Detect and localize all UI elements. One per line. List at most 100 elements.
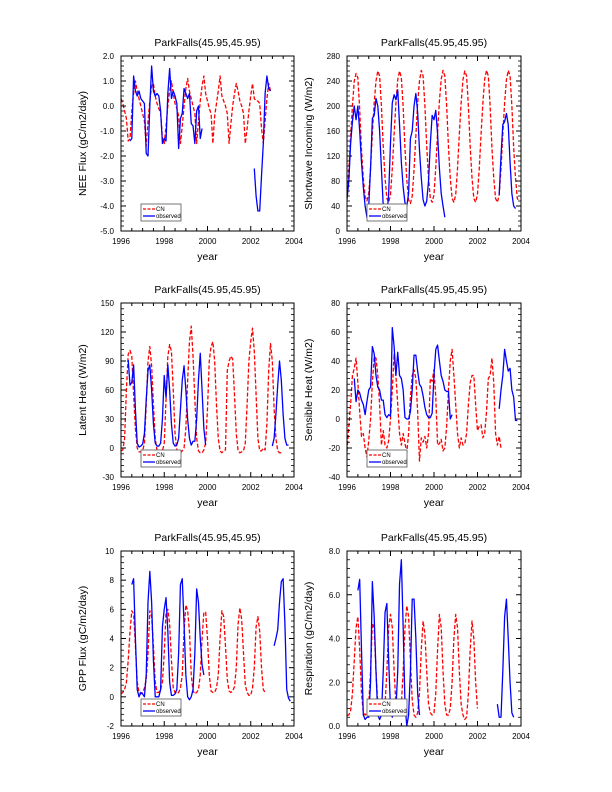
y-tick-label: 120: [327, 152, 341, 161]
y-axis-label: Respiration (gC/m2/day): [303, 582, 315, 696]
x-axis-label: year: [197, 746, 218, 758]
y-tick-label: 60: [331, 328, 340, 337]
y-axis-label: Latent Heat (W/m2): [77, 344, 89, 436]
x-axis-label: year: [424, 497, 445, 509]
legend-label: CN: [156, 453, 165, 459]
y-tick-label: 40: [331, 202, 340, 211]
x-tick-label: 1996: [112, 732, 130, 741]
x-tick-label: 2002: [242, 483, 260, 492]
chart-title: ParkFalls(45.95,45.95): [154, 284, 260, 296]
x-tick-label: 2000: [199, 237, 217, 246]
x-tick-label: 1998: [382, 483, 400, 492]
legend-label: observed: [382, 460, 407, 466]
y-tick-label: 80: [331, 177, 340, 186]
y-tick-label: 200: [327, 102, 341, 111]
legend-label: observed: [156, 709, 181, 715]
legend-box: [140, 203, 182, 222]
y-tick-label: 30: [105, 415, 114, 424]
y-tick-label: 0: [336, 415, 341, 424]
chart-panel-3: ParkFalls(45.95,45.95) year Latent Heat (W…: [77, 284, 303, 509]
y-axis-label: NEE Flux (gC/m2/day): [77, 91, 89, 196]
x-tick-label: 2004: [512, 237, 530, 246]
y-tick-label: 160: [327, 127, 341, 136]
x-axis-label: year: [197, 251, 218, 263]
legend-label: CN: [382, 207, 391, 213]
x-tick-label: 1998: [155, 237, 173, 246]
y-tick-label: 40: [331, 357, 340, 366]
legend-label: observed: [156, 460, 181, 466]
y-tick-label: -4.0: [100, 202, 114, 211]
legend-label: CN: [156, 702, 165, 708]
legend-label: observed: [382, 214, 407, 220]
series-line-observed: [357, 559, 515, 726]
chart-title: ParkFalls(45.95,45.95): [154, 532, 260, 544]
legend-box: [140, 698, 182, 717]
x-tick-label: 2004: [285, 732, 303, 741]
y-tick-label: 1.0: [103, 77, 115, 86]
legend-label: observed: [156, 214, 181, 220]
chart-panel-6: ParkFalls(45.95,45.95) year Respiration (g…: [303, 532, 530, 758]
series-line-observed: [131, 570, 291, 702]
y-tick-label: 6.0: [329, 591, 341, 600]
y-tick-label: 8.0: [329, 547, 341, 556]
x-tick-label: 1998: [382, 732, 400, 741]
y-tick-label: 90: [105, 357, 114, 366]
y-tick-label: 8: [110, 576, 115, 585]
chart-panel-4: ParkFalls(45.95,45.95) year Sensible Heat …: [303, 284, 530, 509]
y-tick-label: -1.0: [100, 127, 114, 136]
x-tick-label: 2000: [199, 732, 217, 741]
x-tick-label: 1996: [112, 237, 130, 246]
x-tick-label: 1998: [382, 237, 400, 246]
x-axis-label: year: [424, 746, 445, 758]
x-tick-label: 1998: [155, 483, 173, 492]
y-tick-label: -20: [328, 444, 340, 453]
y-tick-label: 280: [327, 52, 341, 61]
x-tick-label: 2004: [512, 732, 530, 741]
x-tick-label: 2002: [469, 732, 487, 741]
y-tick-label: 20: [331, 386, 340, 395]
y-tick-label: 60: [105, 386, 114, 395]
y-tick-label: 2.0: [103, 52, 115, 61]
x-tick-label: 1996: [112, 483, 130, 492]
chart-title: ParkFalls(45.95,45.95): [154, 37, 260, 49]
y-tick-label: 0.0: [103, 102, 115, 111]
x-tick-label: 1996: [338, 732, 356, 741]
x-tick-label: 2004: [285, 483, 303, 492]
y-tick-label: 0: [110, 693, 115, 702]
x-axis-label: year: [197, 497, 218, 509]
legend-box: [366, 698, 408, 717]
y-tick-label: 4: [110, 635, 115, 644]
x-tick-label: 1996: [338, 483, 356, 492]
chart-panel-5: ParkFalls(45.95,45.95) year GPP Flux (gC/m…: [77, 532, 303, 758]
y-tick-label: 4.0: [329, 635, 341, 644]
chart-title: ParkFalls(45.95,45.95): [381, 37, 487, 49]
y-tick-label: -2: [107, 722, 115, 731]
y-tick-label: 120: [101, 328, 115, 337]
x-tick-label: 2002: [469, 237, 487, 246]
legend-box: [366, 449, 408, 468]
chart-title: ParkFalls(45.95,45.95): [381, 284, 487, 296]
y-tick-label: -30: [102, 473, 114, 482]
legend-label: CN: [382, 702, 391, 708]
x-tick-label: 2004: [285, 237, 303, 246]
y-tick-label: 6: [110, 605, 115, 614]
series-line-cn: [121, 325, 282, 454]
y-tick-label: -3.0: [100, 177, 114, 186]
y-tick-label: 0: [110, 444, 115, 453]
legend-box: [140, 449, 182, 468]
y-tick-label: 150: [101, 299, 115, 308]
series-line-observed: [127, 352, 289, 448]
y-tick-label: 10: [105, 547, 114, 556]
y-tick-label: 2.0: [329, 678, 341, 687]
y-tick-label: 2: [110, 664, 115, 673]
x-tick-label: 2002: [242, 237, 260, 246]
y-axis-label: Shortwave Incoming (W/m2): [303, 77, 315, 209]
legend-label: CN: [156, 207, 165, 213]
y-tick-label: 0.0: [329, 722, 341, 731]
